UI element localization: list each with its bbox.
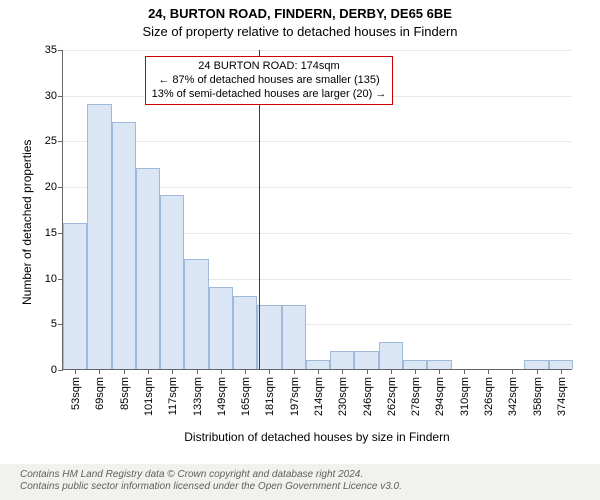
xtick-label: 294sqm	[432, 377, 446, 416]
xtick-mark	[488, 369, 489, 374]
xtick-label: 149sqm	[214, 377, 228, 416]
footer-line2: Contains public sector information licen…	[0, 481, 600, 493]
xtick-label: 85sqm	[117, 377, 131, 410]
footer-line1: Contains HM Land Registry data © Crown c…	[0, 469, 600, 481]
xtick-label: 310sqm	[457, 377, 471, 416]
histogram-bar	[136, 168, 160, 369]
xtick-mark	[245, 369, 246, 374]
xtick-label: 197sqm	[287, 377, 301, 416]
xtick-mark	[415, 369, 416, 374]
xtick-label: 246sqm	[360, 377, 374, 416]
xtick-mark	[294, 369, 295, 374]
histogram-bar	[87, 104, 111, 369]
xtick-label: 262sqm	[384, 377, 398, 416]
xtick-mark	[537, 369, 538, 374]
xtick-label: 117sqm	[165, 377, 179, 415]
ytick-label: 0	[51, 364, 63, 376]
histogram-bar	[184, 259, 208, 369]
xtick-label: 181sqm	[262, 377, 276, 416]
xtick-label: 53sqm	[68, 377, 82, 410]
histogram-bar	[379, 342, 403, 369]
xtick-mark	[367, 369, 368, 374]
chart-area: 0510152025303553sqm69sqm85sqm101sqm117sq…	[62, 50, 572, 370]
chart-title-line1: 24, BURTON ROAD, FINDERN, DERBY, DE65 6B…	[0, 6, 600, 21]
xtick-mark	[318, 369, 319, 374]
xtick-label: 326sqm	[481, 377, 495, 416]
annotation-box: 24 BURTON ROAD: 174sqm← 87% of detached …	[145, 56, 394, 105]
histogram-bar	[112, 122, 136, 369]
xtick-label: 214sqm	[311, 377, 325, 416]
ytick-label: 35	[45, 44, 63, 56]
histogram-bar	[549, 360, 573, 369]
histogram-bar	[257, 305, 281, 369]
xtick-mark	[124, 369, 125, 374]
xtick-mark	[221, 369, 222, 374]
xtick-mark	[148, 369, 149, 374]
gridline	[63, 50, 572, 51]
xtick-label: 342sqm	[505, 377, 519, 416]
xtick-label: 374sqm	[554, 377, 568, 416]
ytick-label: 10	[45, 273, 63, 285]
histogram-bar	[160, 195, 184, 369]
chart-container: { "title": { "line1": "24, BURTON ROAD, …	[0, 0, 600, 500]
xtick-label: 101sqm	[141, 377, 155, 416]
xtick-label: 165sqm	[238, 377, 252, 416]
xtick-label: 133sqm	[190, 377, 204, 416]
histogram-bar	[209, 287, 233, 369]
xtick-mark	[172, 369, 173, 374]
xtick-mark	[464, 369, 465, 374]
annotation-line3: 13% of semi-detached houses are larger (…	[152, 88, 387, 102]
histogram-bar	[427, 360, 451, 369]
gridline	[63, 141, 572, 142]
xtick-mark	[439, 369, 440, 374]
y-axis-label: Number of detached properties	[20, 140, 34, 305]
xtick-mark	[99, 369, 100, 374]
xtick-mark	[342, 369, 343, 374]
histogram-bar	[282, 305, 306, 369]
histogram-bar	[330, 351, 354, 369]
xtick-mark	[197, 369, 198, 374]
ytick-label: 5	[51, 318, 63, 330]
annotation-line2: ← 87% of detached houses are smaller (13…	[152, 74, 387, 88]
histogram-bar	[63, 223, 87, 369]
chart-title-line2: Size of property relative to detached ho…	[0, 24, 600, 39]
footer: Contains HM Land Registry data © Crown c…	[0, 464, 600, 500]
histogram-bar	[306, 360, 330, 369]
xtick-mark	[561, 369, 562, 374]
histogram-bar	[354, 351, 378, 369]
xtick-mark	[75, 369, 76, 374]
ytick-label: 15	[45, 227, 63, 239]
histogram-bar	[524, 360, 548, 369]
xtick-label: 278sqm	[408, 377, 422, 416]
ytick-label: 30	[45, 90, 63, 102]
xtick-mark	[512, 369, 513, 374]
xtick-label: 358sqm	[530, 377, 544, 416]
histogram-bar	[403, 360, 427, 369]
xtick-label: 69sqm	[92, 377, 106, 410]
ytick-label: 20	[45, 181, 63, 193]
plot-region: 0510152025303553sqm69sqm85sqm101sqm117sq…	[62, 50, 572, 370]
annotation-line1: 24 BURTON ROAD: 174sqm	[152, 60, 387, 74]
xtick-label: 230sqm	[335, 377, 349, 416]
x-axis-label: Distribution of detached houses by size …	[62, 430, 572, 444]
histogram-bar	[233, 296, 257, 369]
ytick-label: 25	[45, 135, 63, 147]
xtick-mark	[269, 369, 270, 374]
xtick-mark	[391, 369, 392, 374]
